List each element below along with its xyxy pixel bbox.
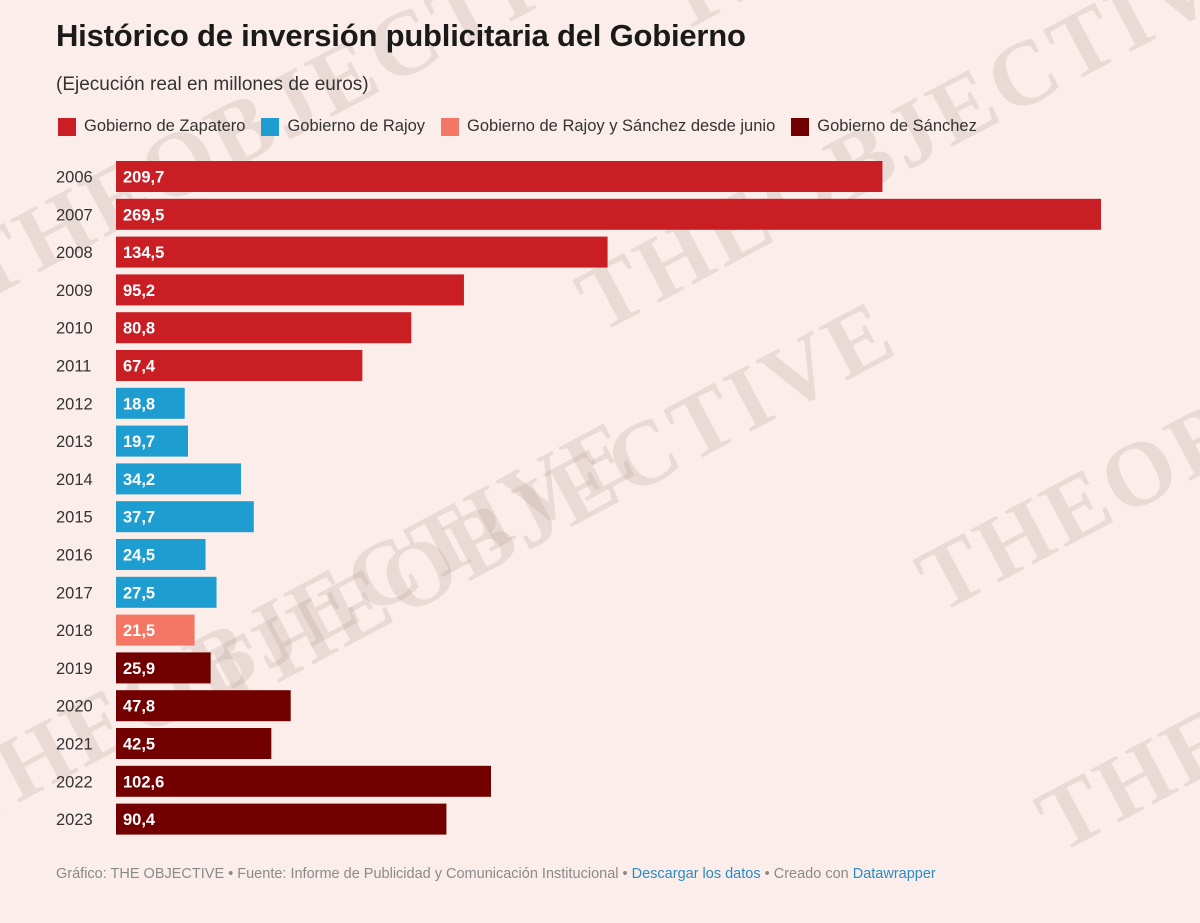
footer-source: Gráfico: THE OBJECTIVE • Fuente: Informe… bbox=[56, 866, 632, 882]
y-tick-label: 2013 bbox=[56, 433, 93, 451]
y-tick-label: 2012 bbox=[56, 395, 93, 413]
bar-2022 bbox=[116, 765, 491, 797]
bar-value-label: 47,8 bbox=[123, 698, 155, 716]
chart-title: Histórico de inversión publicitaria del … bbox=[56, 18, 746, 53]
y-tick-label: 2016 bbox=[56, 547, 93, 565]
datawrapper-link[interactable]: Datawrapper bbox=[852, 866, 936, 882]
legend-swatch bbox=[441, 117, 460, 136]
bar-2008 bbox=[116, 236, 608, 268]
legend-swatch bbox=[58, 117, 76, 136]
y-tick-label: 2010 bbox=[56, 320, 93, 338]
bar-value-label: 37,7 bbox=[123, 509, 155, 527]
y-tick-label: 2021 bbox=[56, 736, 93, 754]
footer-created-with: • Creado con bbox=[760, 866, 853, 882]
bar-2018 bbox=[116, 614, 195, 646]
y-tick-label: 2022 bbox=[56, 773, 93, 791]
legend-label: Gobierno de Sánchez bbox=[817, 117, 977, 135]
y-tick-label: 2007 bbox=[56, 206, 93, 224]
bar-2006 bbox=[116, 161, 883, 192]
y-tick-label: 2008 bbox=[56, 244, 93, 262]
y-tick-label: 2017 bbox=[56, 584, 93, 602]
legend-swatch bbox=[261, 117, 280, 136]
bar-value-label: 102,6 bbox=[123, 773, 164, 791]
legend-swatch bbox=[791, 117, 810, 136]
bar-value-label: 90,4 bbox=[123, 811, 156, 829]
y-tick-label: 2014 bbox=[56, 471, 93, 489]
y-tick-label: 2018 bbox=[56, 622, 93, 640]
bar-2009 bbox=[116, 274, 464, 306]
bar-2010 bbox=[116, 312, 412, 344]
legend-label: Gobierno de Zapatero bbox=[84, 117, 246, 135]
bar-2012 bbox=[116, 387, 185, 419]
y-tick-label: 2015 bbox=[56, 509, 93, 527]
bar-2013 bbox=[116, 425, 189, 457]
bar-value-label: 18,8 bbox=[123, 395, 155, 413]
legend-item-sanchez: Gobierno de Sánchez bbox=[791, 117, 977, 136]
bar-2020 bbox=[116, 690, 291, 722]
bar-value-label: 134,5 bbox=[123, 244, 164, 262]
bar-value-label: 27,5 bbox=[123, 584, 155, 602]
bar-value-label: 209,7 bbox=[123, 169, 164, 187]
bar-2007 bbox=[116, 198, 1101, 230]
bar-value-label: 269,5 bbox=[123, 206, 164, 224]
bar-value-label: 21,5 bbox=[123, 622, 155, 640]
bar-2021 bbox=[116, 728, 272, 759]
chart-subtitle: (Ejecución real en millones de euros) bbox=[56, 74, 369, 95]
chart-footer: Gráfico: THE OBJECTIVE • Fuente: Informe… bbox=[56, 866, 936, 882]
bar-value-label: 67,4 bbox=[123, 358, 156, 376]
bar-value-label: 80,8 bbox=[123, 320, 155, 338]
bar-value-label: 24,5 bbox=[123, 547, 155, 565]
y-tick-label: 2011 bbox=[56, 358, 91, 376]
bar-value-label: 25,9 bbox=[123, 660, 155, 678]
y-tick-label: 2006 bbox=[56, 169, 93, 187]
y-tick-label: 2019 bbox=[56, 660, 93, 678]
bar-value-label: 42,5 bbox=[123, 736, 155, 754]
bar-2011 bbox=[116, 350, 363, 381]
bar-value-label: 34,2 bbox=[123, 471, 155, 489]
bar-2016 bbox=[116, 539, 206, 570]
bar-value-label: 95,2 bbox=[123, 282, 155, 300]
bar-2015 bbox=[116, 501, 254, 533]
legend: Gobierno de Zapatero Gobierno de Rajoy G… bbox=[58, 117, 993, 136]
legend-item-rajoy: Gobierno de Rajoy bbox=[261, 117, 425, 136]
legend-item-rajoy-sanchez: Gobierno de Rajoy y Sánchez desde junio bbox=[441, 117, 775, 136]
y-tick-label: 2020 bbox=[56, 698, 93, 716]
bar-2017 bbox=[116, 576, 217, 608]
bar-2014 bbox=[116, 463, 241, 495]
bar-2019 bbox=[116, 652, 211, 684]
legend-label: Gobierno de Rajoy bbox=[287, 117, 426, 135]
y-tick-label: 2009 bbox=[56, 282, 93, 300]
legend-item-zapatero: Gobierno de Zapatero bbox=[58, 117, 245, 136]
legend-label: Gobierno de Rajoy y Sánchez desde junio bbox=[467, 117, 776, 135]
bar-2023 bbox=[116, 803, 447, 835]
bar-value-label: 19,7 bbox=[123, 433, 155, 451]
download-data-link[interactable]: Descargar los datos bbox=[631, 866, 761, 882]
y-tick-label: 2023 bbox=[56, 811, 93, 829]
